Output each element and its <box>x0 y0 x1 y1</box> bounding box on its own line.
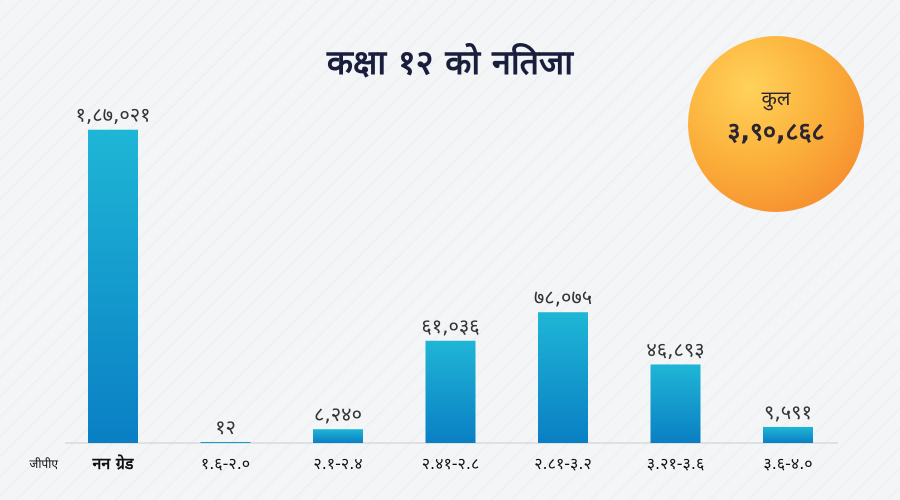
bar-5 <box>650 364 701 443</box>
bar-0 <box>88 129 138 444</box>
x-tick-label-4: २.८१-३.२ <box>534 454 592 473</box>
x-tick-label-2: २.१-२.४ <box>313 454 362 473</box>
bar-6 <box>763 426 813 443</box>
bar-4 <box>538 312 588 443</box>
bar-3 <box>425 340 476 443</box>
x-tick-label-6: ३.६-४.० <box>763 454 812 473</box>
x-tick-label-1: १.६-२.० <box>201 454 250 473</box>
page-title: कक्षा १२ को नतिजा <box>326 43 574 83</box>
x-tick-label-3: २.४१-२.८ <box>422 454 480 473</box>
x-tick-label-0: नन ग्रेड <box>92 454 135 473</box>
total-badge-value: ३,९०,८६८ <box>727 117 825 146</box>
bar-value-label-3: ६१,०३६ <box>421 314 479 338</box>
bar-value-label-5: ४६,८९३ <box>646 337 704 361</box>
bar-value-label-0: १,८७,०२१ <box>75 103 150 127</box>
x-tick-label-5: ३.२१-३.६ <box>647 454 705 473</box>
bar-value-label-1: १२ <box>215 415 236 439</box>
bar-value-label-2: ८,२४० <box>314 402 362 426</box>
bar-value-label-4: ७८,०७५ <box>534 285 592 309</box>
total-badge-label: कुल <box>761 86 791 110</box>
x-axis-prefix: जीपीए <box>29 457 58 471</box>
total-badge: कुल ३,९०,८६८ <box>688 36 864 212</box>
bar-2 <box>313 429 363 443</box>
bar-1 <box>200 442 251 443</box>
bar-value-label-6: ९,५९१ <box>764 400 812 424</box>
